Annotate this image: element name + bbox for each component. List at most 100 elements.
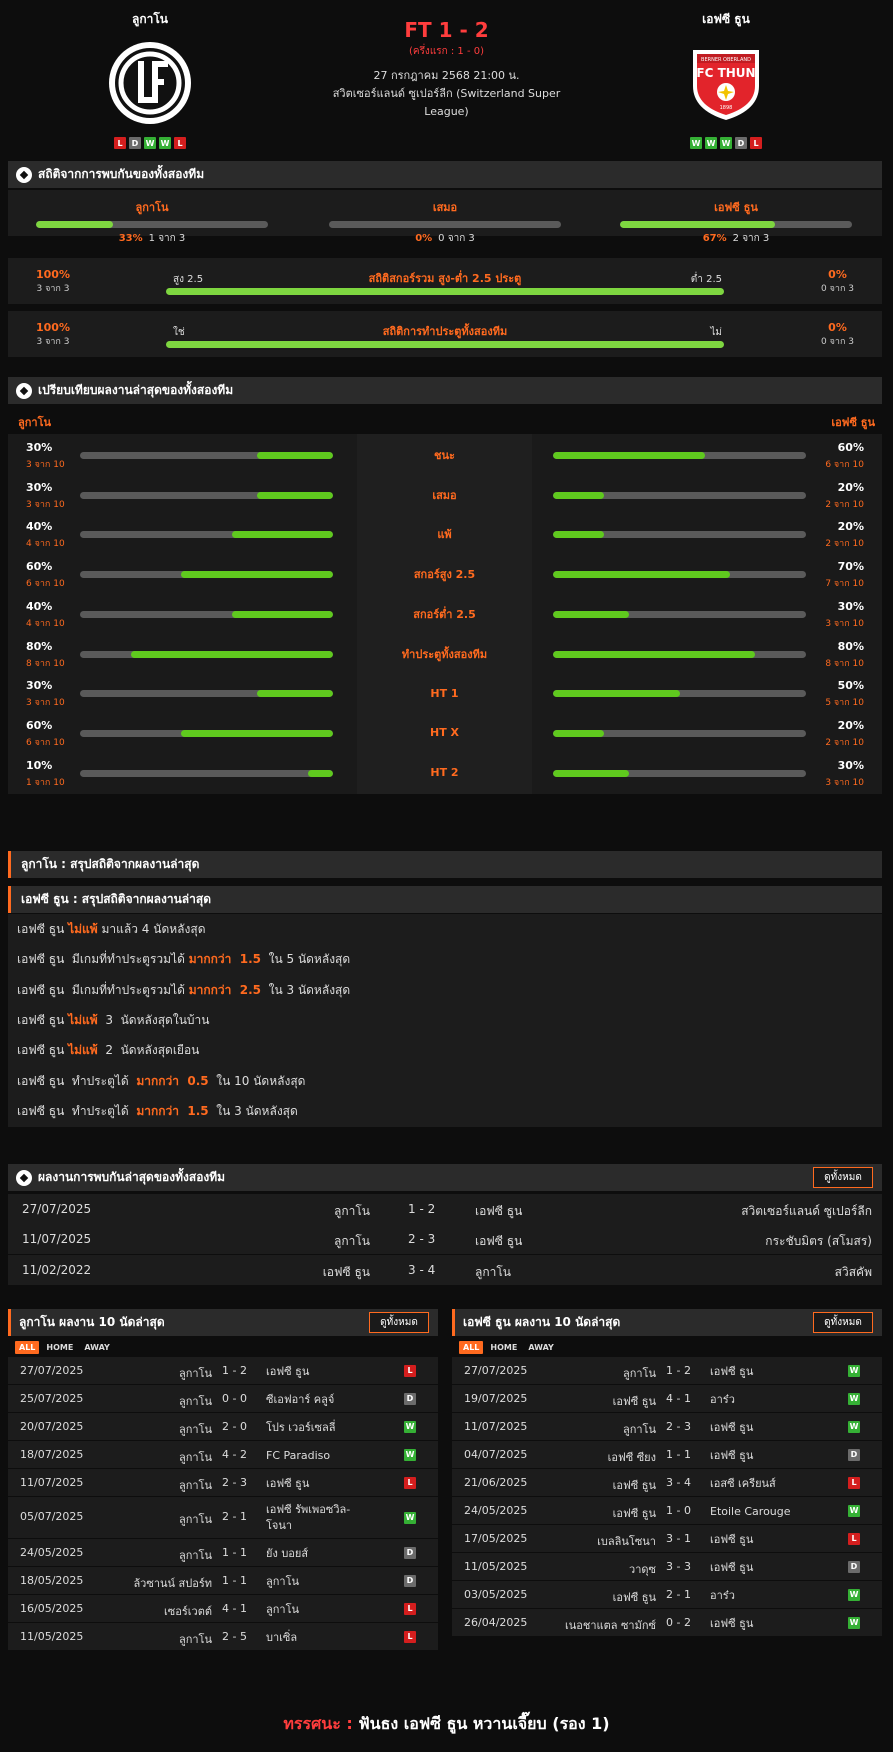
home-pct: 10% xyxy=(26,758,53,772)
summary-item: เอฟซี ธูน ไม่แพ้ 2 นัดหลังสุดเยือน xyxy=(8,1035,882,1067)
view-all-away-button[interactable]: ดูทั้งหมด xyxy=(813,1312,873,1333)
away-bar xyxy=(553,452,806,459)
tab-all[interactable]: ALL xyxy=(459,1340,484,1354)
tab-away[interactable]: AWAY xyxy=(528,1342,554,1352)
last10-row[interactable]: 11/05/2025 วาดุซ 3 - 3 เอฟซี ธูน D xyxy=(452,1553,882,1580)
match-score: 4 - 1 xyxy=(666,1392,691,1405)
match-score: 2 - 3 xyxy=(408,1232,436,1247)
home-team: ลูกาโน xyxy=(178,1633,212,1646)
home-pct: 40% xyxy=(26,599,53,613)
last10-row[interactable]: 03/05/2025 เอฟซี ธูน 2 - 1 อาร๋ว W xyxy=(452,1581,882,1608)
match-date: 04/07/2025 xyxy=(464,1448,528,1461)
last10-row[interactable]: 05/07/2025 ลูกาโน 2 - 1 เอฟซี รัพเพอซวิล… xyxy=(8,1497,438,1538)
summary-item: เอฟซี ธูน มีเกมที่ทำประตูรวมได้ มากกว่า … xyxy=(8,974,882,1006)
tab-away[interactable]: AWAY xyxy=(84,1342,110,1352)
home-count: 3 จาก 10 xyxy=(26,698,65,709)
away-pct: 30% xyxy=(837,758,864,772)
last10-row[interactable]: 21/06/2025 เอฟซี ธูน 3 - 4 เอสซี เครียนส… xyxy=(452,1469,882,1496)
summary-text: เอฟซี ธูน xyxy=(17,1012,69,1027)
last10-row[interactable]: 24/05/2025 ลูกาโน 1 - 1 ยัง บอยส์ D xyxy=(8,1539,438,1566)
summary-text: เอฟซี ธูน xyxy=(17,1043,69,1058)
last10-row[interactable]: 18/07/2025 ลูกาโน 4 - 2 FC Paradiso W xyxy=(8,1441,438,1468)
section-title: เปรียบเทียบผลงานล่าสุดของทั้งสองทีม xyxy=(38,383,234,397)
home-team: ลูกาโน xyxy=(622,1423,656,1436)
h2h-stats-panel: ลูกาโน 33% 1 จาก 3 เสมอ 0% 0 จาก 3 เอฟซี ธ… xyxy=(8,190,882,244)
match-date: 27/07/2025 xyxy=(20,1364,84,1377)
last10-title: ลูกาโน ผลงาน 10 นัดล่าสุด xyxy=(19,1315,165,1329)
last10-row[interactable]: 18/05/2025 ล้วซานน์ สปอร์ท 1 - 1 ลูกาโน … xyxy=(8,1567,438,1594)
under-pct: 0% xyxy=(828,268,847,281)
home-bar xyxy=(80,690,333,698)
match-date: 19/07/2025 xyxy=(464,1392,528,1405)
tab-home[interactable]: HOME xyxy=(46,1342,74,1352)
last10-row[interactable]: 24/05/2025 เอฟซี ธูน 1 - 0 Etoile Caroug… xyxy=(452,1497,882,1524)
last10-row[interactable]: 11/05/2025 ลูกาโน 2 - 5 บาเซิ่ล L xyxy=(8,1623,438,1650)
home-team: ลูกาโน xyxy=(178,1395,212,1408)
last10-row[interactable]: 11/07/2025 ลูกาโน 2 - 3 เอฟซี ธูน L xyxy=(8,1469,438,1496)
summary-text: ใน 5 นัดหลังสุด xyxy=(260,952,351,967)
h2h-away-win: เอฟซี ธูน 67% 2 จาก 3 xyxy=(620,198,852,246)
tab-all[interactable]: ALL xyxy=(15,1340,40,1354)
result-badge: W xyxy=(848,1420,860,1433)
result-badge: W xyxy=(848,1588,860,1601)
last10-row[interactable]: 04/07/2025 เอฟซี ซียง 1 - 1 เอฟซี ธูน D xyxy=(452,1441,882,1468)
h2h-result-row[interactable]: 11/02/2022 เอฟซี ธูน 3 - 4 ลูกาโน สวิสคั… xyxy=(8,1254,882,1285)
match-date: 05/07/2025 xyxy=(20,1510,84,1523)
compare-away-label: เอฟซี ธูน xyxy=(831,416,875,429)
compare-row: สกอร์ต่ำ 2.5 40% 4 จาก 10 30% 3 จาก 10 xyxy=(8,592,882,635)
h2h-result-row[interactable]: 27/07/2025 ลูกาโน 1 - 2 เอฟซี ธูน สวิตเซ… xyxy=(8,1194,882,1224)
result-badge: D xyxy=(404,1392,416,1405)
away-team: เอฟซี ธูน xyxy=(710,1449,754,1462)
match-score: 0 - 2 xyxy=(666,1616,691,1629)
yes-count: 3 จาก 3 xyxy=(36,337,70,347)
view-all-h2h-button[interactable]: ดูทั้งหมด xyxy=(813,1167,873,1188)
compare-label: สกอร์ต่ำ 2.5 xyxy=(357,592,532,635)
summary-highlight: มากกว่า 1.5 xyxy=(188,952,261,967)
summary-text: 3 นัดหลังสุดในบ้าน xyxy=(97,1012,210,1027)
count: 2 จาก 3 xyxy=(732,233,770,244)
match-score: 2 - 5 xyxy=(222,1630,247,1643)
last10-row[interactable]: 16/05/2025 เซอร์เวตต์ 4 - 1 ลูกาโน L xyxy=(8,1595,438,1622)
away-summary-header[interactable]: เอฟซี ธูน : สรุปสถิติจากผลงานล่าสุด xyxy=(8,886,882,913)
last10-row[interactable]: 25/07/2025 ลูกาโน 0 - 0 ซีเอฟอาร์ คลูจ์ … xyxy=(8,1385,438,1412)
last10-row[interactable]: 27/07/2025 ลูกาโน 1 - 2 เอฟซี ธูน L xyxy=(8,1357,438,1384)
summary-item: เอฟซี ธูน ทำประตูได้ มากกว่า 0.5 ใน 10 น… xyxy=(8,1065,882,1097)
match-score: 4 - 1 xyxy=(222,1602,247,1615)
away-team[interactable]: เอฟซี ธูน BERNER OBERLAND FC THUN 1898 W… xyxy=(626,10,826,149)
btts-title: สถิติการทำประตูทั้งสองทีม xyxy=(382,325,508,338)
home-bar xyxy=(80,452,333,459)
h2h-result-row[interactable]: 11/07/2025 ลูกาโน 2 - 3 เอฟซี ธูน กระชับ… xyxy=(8,1224,882,1255)
last10-row[interactable]: 26/04/2025 เนอชาแตล ซามักซ์ 0 - 2 เอฟซี … xyxy=(452,1609,882,1636)
match-score: 2 - 3 xyxy=(222,1476,247,1489)
match-score: 2 - 0 xyxy=(222,1420,247,1433)
match-score: 2 - 3 xyxy=(666,1420,691,1433)
count: 1 จาก 3 xyxy=(148,233,186,244)
soccer-ball-icon xyxy=(16,1169,32,1186)
home-filter-tabs: ALL HOME AWAY xyxy=(15,1339,114,1355)
summary-text: เอฟซี ธูน ทำประตูได้ xyxy=(17,1103,137,1118)
form-badge: L xyxy=(174,137,186,149)
home-count: 6 จาก 10 xyxy=(26,579,65,590)
last10-row[interactable]: 11/07/2025 ลูกาโน 2 - 3 เอฟซี ธูน W xyxy=(452,1413,882,1440)
view-all-home-button[interactable]: ดูทั้งหมด xyxy=(369,1312,429,1333)
home-summary-header[interactable]: ลูกาโน : สรุปสถิติจากผลงานล่าสุด xyxy=(8,851,882,878)
h2h-stats-header: สถิติจากการพบกันของทั้งสองทีม xyxy=(8,161,882,188)
last10-row[interactable]: 17/05/2025 เบลลินโซนา 3 - 1 เอฟซี ธูน L xyxy=(452,1525,882,1552)
home-team: เซอร์เวตต์ xyxy=(164,1605,212,1618)
home-team: ลูกาโน xyxy=(333,1204,370,1218)
h2h-results-header: ผลงานการพบกันล่าสุดของทั้งสองทีม xyxy=(8,1164,882,1191)
last10-row[interactable]: 27/07/2025 ลูกาโน 1 - 2 เอฟซี ธูน W xyxy=(452,1357,882,1384)
match-date: 11/07/2025 xyxy=(20,1476,84,1489)
summary-text: ใน 3 นัดหลังสุด xyxy=(208,1103,298,1118)
result-badge: L xyxy=(404,1364,416,1377)
away-pct: 20% xyxy=(837,718,864,732)
result-badge: D xyxy=(848,1560,860,1573)
last10-row[interactable]: 20/07/2025 ลูกาโน 2 - 0 โปร เวอร์เซลลี่ … xyxy=(8,1413,438,1440)
home-bar xyxy=(80,491,333,499)
tab-home[interactable]: HOME xyxy=(490,1342,518,1352)
last10-row[interactable]: 19/07/2025 เอฟซี ธูน 4 - 1 อาร๋ว W xyxy=(452,1385,882,1412)
match-date: 20/07/2025 xyxy=(20,1420,84,1433)
